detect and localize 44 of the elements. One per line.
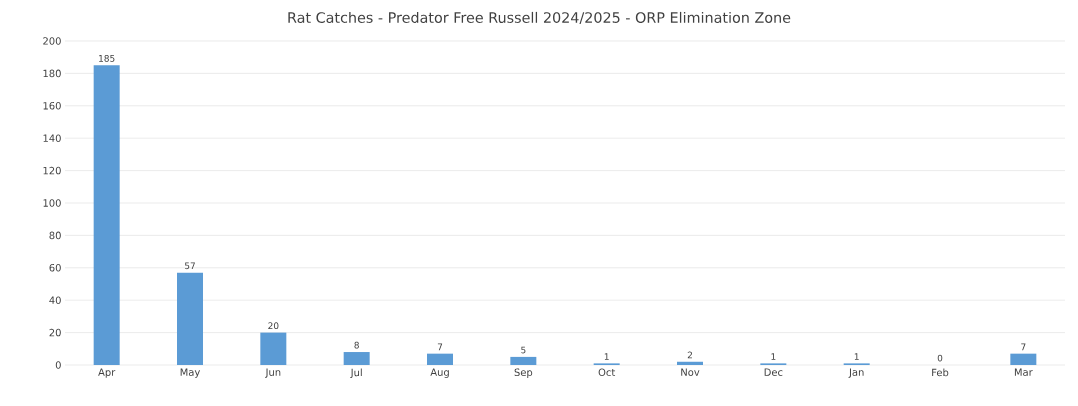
bar <box>260 332 287 365</box>
y-tick-label: 20 <box>49 328 61 337</box>
data-label: 5 <box>521 346 526 354</box>
bar <box>510 356 537 365</box>
y-tick-label: 120 <box>43 166 61 175</box>
x-tick-label: Jun <box>265 368 281 378</box>
y-tick-label: 40 <box>49 296 61 304</box>
y-tick-label: 80 <box>49 231 61 240</box>
data-label: 7 <box>437 343 443 351</box>
bar <box>93 65 120 365</box>
x-tick-label: May <box>180 368 201 378</box>
x-tick-label: Aug <box>430 368 449 378</box>
x-tick-label: Feb <box>932 368 949 377</box>
x-tick-label: Jan <box>848 368 864 378</box>
data-label: 57 <box>184 262 195 270</box>
x-tick-label: Dec <box>764 368 783 376</box>
data-label: 1 <box>604 353 609 360</box>
y-tick-label: 160 <box>43 102 61 110</box>
data-label: 185 <box>99 54 115 62</box>
bar <box>343 352 370 365</box>
x-tick-label: Apr <box>98 368 116 378</box>
x-tick-label: Oct <box>598 368 616 377</box>
y-tick-label: 100 <box>43 199 61 207</box>
data-label: 7 <box>1021 343 1026 351</box>
x-tick-label: Nov <box>681 368 700 376</box>
data-label: 20 <box>268 322 279 330</box>
bar <box>677 361 704 365</box>
data-label: 2 <box>687 351 692 359</box>
x-tick-label: Mar <box>1014 368 1033 376</box>
y-tick-label: 200 <box>43 37 61 45</box>
chart-title: Rat Catches - Predator Free Russell 2024/2025 - ORP Elimination Zone <box>288 11 791 25</box>
bar <box>1010 353 1037 365</box>
y-tick-label: 0 <box>55 361 61 369</box>
x-tick-label: Jul <box>350 368 362 379</box>
y-tick-label: 60 <box>49 264 61 272</box>
x-tick-label: Sep <box>514 368 533 378</box>
data-label: 0 <box>937 354 943 362</box>
data-label: 1 <box>771 353 776 360</box>
y-tick-label: 140 <box>43 134 61 142</box>
y-tick-label: 180 <box>43 69 61 78</box>
bar <box>427 353 453 365</box>
data-label: 1 <box>854 353 859 360</box>
data-label: 8 <box>354 341 359 349</box>
bar <box>177 272 203 365</box>
